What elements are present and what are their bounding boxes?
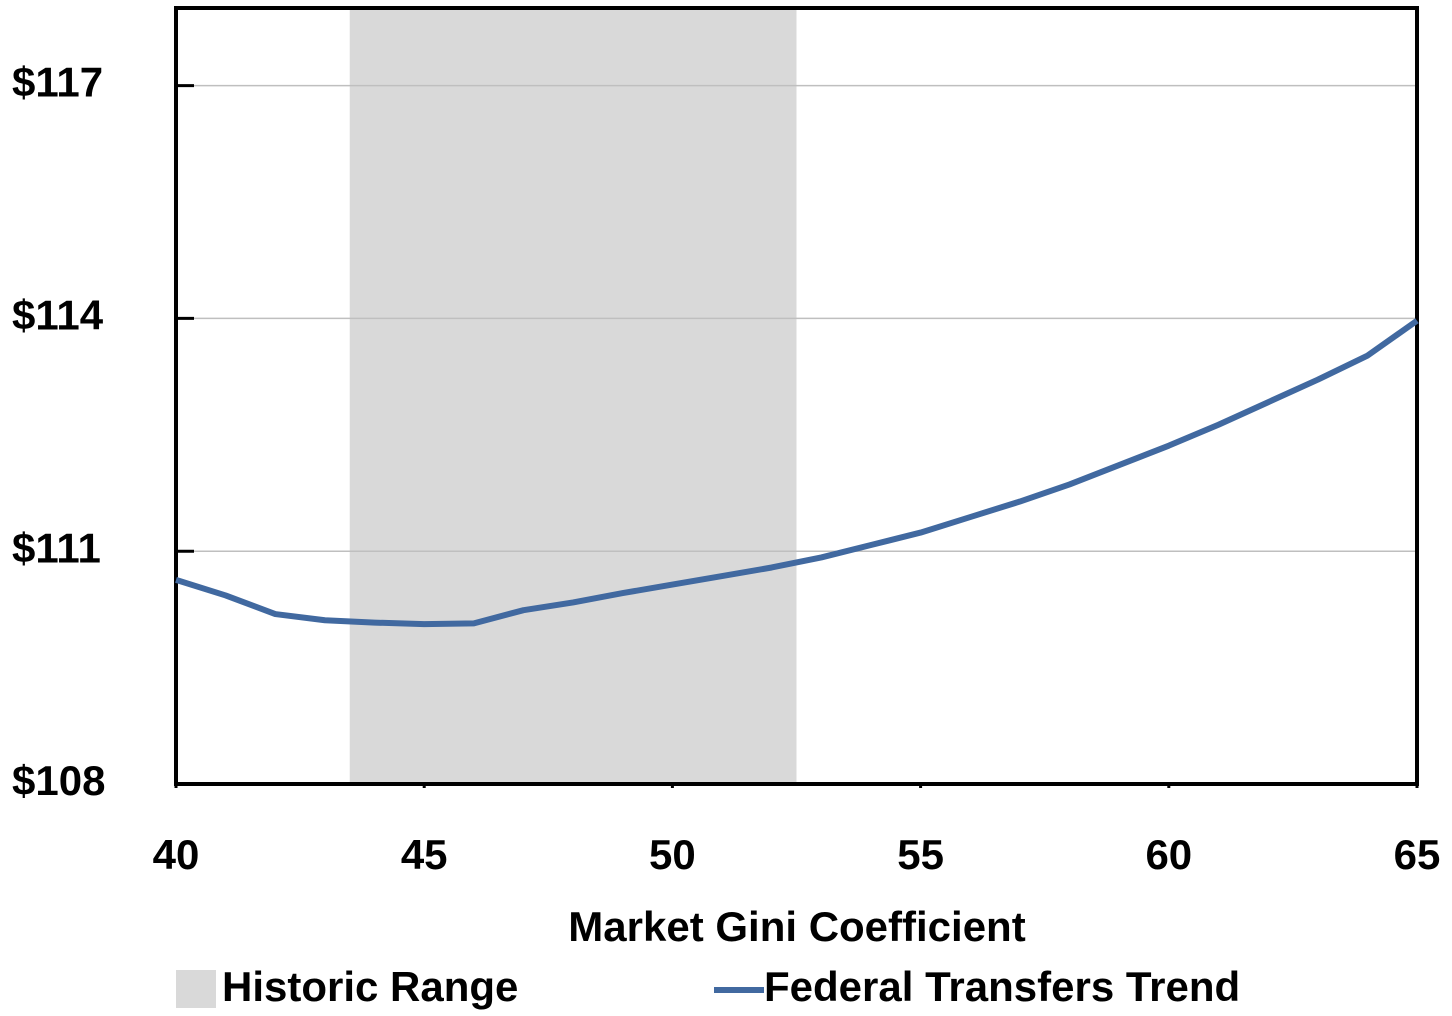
legend-label: Federal Transfers Trend	[764, 963, 1240, 1010]
legend-swatch	[176, 970, 216, 1008]
series-line	[175, 318, 1419, 628]
y-tick-label: $111	[12, 524, 101, 571]
legend-label: Historic Range	[222, 963, 518, 1010]
y-tick-label: $114	[12, 291, 104, 338]
y-tick-label: $117	[12, 59, 103, 106]
x-tick-label: 55	[897, 831, 944, 878]
x-tick-label: 50	[649, 831, 696, 878]
x-tick-label: 40	[153, 831, 200, 878]
y-tick-label: $108	[12, 757, 105, 804]
x-tick-label: 65	[1394, 831, 1441, 878]
historic-range	[349, 8, 797, 784]
x-tick-label: 60	[1145, 831, 1192, 878]
x-tick-label: 45	[401, 831, 448, 878]
plot-frame	[174, 6, 1419, 786]
x-axis-label: Market Gini Coefficient	[568, 903, 1025, 950]
